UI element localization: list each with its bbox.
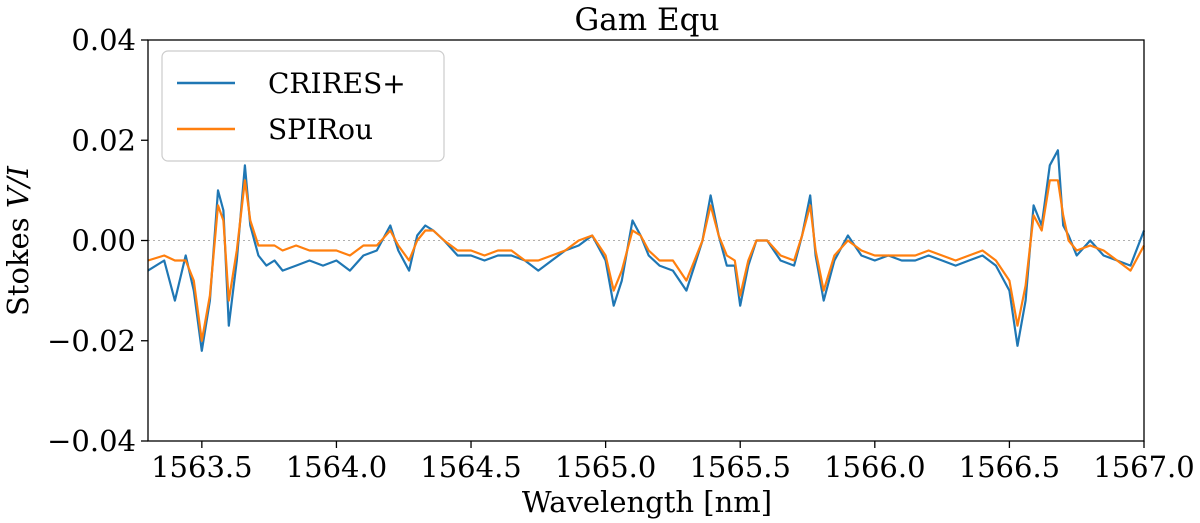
- x-tick-label: 1564.0: [286, 450, 387, 484]
- y-tick-label: −0.04: [47, 424, 136, 458]
- y-axis-label-prefix: Stokes: [1, 208, 35, 316]
- y-tick-label: 0.04: [71, 23, 136, 57]
- legend-box: [161, 50, 445, 162]
- y-tick-label: 0.00: [71, 224, 136, 258]
- series-line-crires: [147, 149, 1146, 352]
- legend-label: SPIRou: [268, 113, 373, 146]
- y-axis-label: Stokes V/I: [1, 165, 35, 316]
- x-tick-label: 1565.0: [555, 450, 656, 484]
- x-tick-label: 1567.0: [1093, 450, 1194, 484]
- x-tick-label: 1565.5: [689, 450, 790, 484]
- y-tick-label: −0.02: [47, 324, 136, 358]
- legend: CRIRES+ SPIRou: [161, 50, 445, 162]
- series-line-spirou: [147, 179, 1145, 342]
- plot-area: [147, 39, 1146, 442]
- legend-label: CRIRES+: [268, 67, 406, 100]
- chart-title: Gam Equ: [575, 2, 720, 38]
- x-tick-label: 1563.5: [151, 450, 252, 484]
- y-axis-label-italic: V/I: [1, 165, 35, 208]
- y-axis-ticks: −0.04 −0.02 0.00 0.02 0.04: [47, 23, 148, 458]
- series-group: [147, 149, 1146, 352]
- x-tick-label: 1566.0: [824, 450, 925, 484]
- x-tick-label: 1566.5: [959, 450, 1060, 484]
- y-tick-label: 0.02: [71, 123, 136, 157]
- x-axis-ticks: 1563.5 1564.0 1564.5 1565.0 1565.5 1566.0 1566…: [151, 441, 1195, 484]
- x-axis-label: Wavelength [nm]: [522, 485, 772, 519]
- x-tick-label: 1564.5: [420, 450, 521, 484]
